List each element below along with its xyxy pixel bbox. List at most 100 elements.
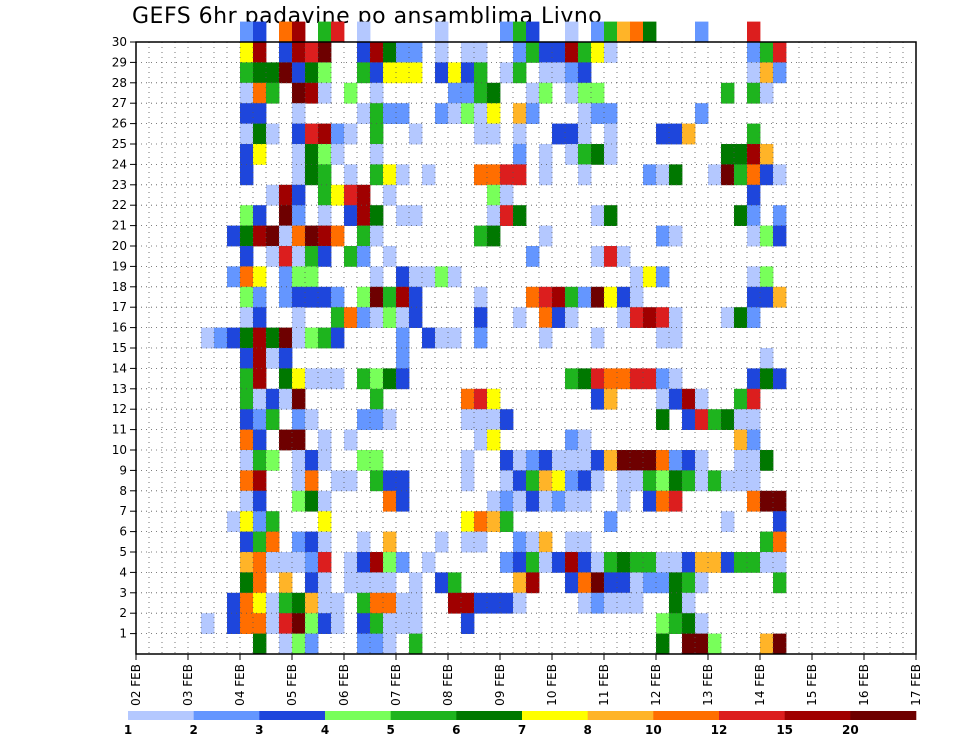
heatmap-cell: [435, 62, 449, 84]
legend-label: 1: [124, 723, 132, 737]
heatmap-cell: [292, 450, 306, 471]
heatmap-cell: [305, 531, 319, 553]
heatmap-cell: [760, 450, 774, 471]
heatmap-cell: [409, 633, 423, 655]
heatmap-cell: [253, 470, 267, 492]
heatmap-cell: [305, 62, 319, 84]
heatmap-cell: [292, 327, 306, 349]
heatmap-cell: [240, 409, 254, 430]
y-tick-label: 23: [112, 178, 127, 192]
heatmap-cell: [461, 470, 475, 492]
heatmap-cell: [539, 490, 553, 512]
heatmap-cell: [461, 613, 475, 634]
heatmap-cell: [747, 62, 761, 84]
heatmap-cell: [747, 144, 761, 165]
x-tick-label: 03 FEB: [181, 664, 195, 706]
heatmap-cell: [396, 327, 410, 349]
heatmap-cell: [253, 266, 267, 288]
heatmap-cell: [682, 633, 696, 655]
heatmap-cell: [266, 123, 280, 145]
heatmap-cell: [604, 511, 618, 532]
heatmap-cell: [565, 470, 579, 492]
heatmap-cell: [682, 388, 696, 410]
heatmap-cell: [760, 490, 774, 512]
heatmap-cell: [578, 82, 592, 104]
y-tick-label: 7: [119, 504, 127, 518]
heatmap-cell: [461, 592, 475, 614]
heatmap-cell: [383, 490, 397, 512]
heatmap-cell: [409, 592, 423, 614]
heatmap-cell: [357, 62, 371, 84]
heatmap-cell: [305, 42, 319, 63]
heatmap-cell: [201, 327, 215, 349]
heatmap-cell: [565, 123, 579, 145]
heatmap-cell: [370, 286, 384, 308]
heatmap-cell: [526, 246, 540, 267]
heatmap-cell: [266, 388, 280, 410]
x-tick-label: 17 FEB: [909, 664, 923, 706]
heatmap-cell: [396, 42, 410, 63]
heatmap-cell: [682, 470, 696, 492]
heatmap-cell: [487, 429, 501, 451]
heatmap-cell: [773, 633, 787, 655]
heatmap-cell: [539, 144, 553, 165]
heatmap-cell: [578, 470, 592, 492]
heatmap-cell: [370, 205, 384, 226]
heatmap-cell: [253, 409, 267, 430]
heatmap-cell: [539, 450, 553, 471]
heatmap-cell: [318, 123, 332, 145]
heatmap-cell: [539, 531, 553, 553]
colorbar-legend: 1 2 3 4 5 6 7 8 10 12 15 20: [124, 711, 917, 737]
heatmap-cell: [500, 490, 514, 512]
heatmap-cell: [253, 633, 267, 655]
heatmap-cell: [253, 82, 267, 104]
heatmap-cell: [656, 225, 670, 247]
heatmap-cell: [552, 123, 566, 145]
heatmap-cell: [630, 592, 644, 614]
heatmap-cell: [253, 429, 267, 451]
heatmap-cell: [383, 470, 397, 492]
heatmap-cell: [487, 205, 501, 226]
heatmap-cell: [383, 103, 397, 124]
heatmap-cell: [578, 286, 592, 308]
heatmap-cell: [747, 388, 761, 410]
heatmap-cell: [526, 103, 540, 124]
legend-swatch: [128, 711, 194, 720]
heatmap-cell: [721, 82, 735, 104]
heatmap-cell: [383, 246, 397, 267]
heatmap-cell: [760, 368, 774, 390]
heatmap-cell: [409, 123, 423, 145]
heatmap-cell: [474, 511, 488, 532]
heatmap-cell: [253, 613, 267, 634]
heatmap-cell: [695, 103, 709, 124]
legend-swatch: [587, 711, 654, 720]
heatmap-cell: [747, 429, 761, 451]
heatmap-cell: [396, 368, 410, 390]
heatmap-cell: [474, 103, 488, 124]
heatmap-cell: [305, 613, 319, 634]
heatmap-cell: [695, 388, 709, 410]
heatmap-cell: [513, 592, 527, 614]
heatmap-cell: [357, 552, 371, 573]
heatmap-cell: [721, 164, 735, 186]
heatmap-cell: [487, 82, 501, 104]
heatmap-cell: [253, 368, 267, 390]
heatmap-cell: [396, 205, 410, 226]
heatmap-cell: [669, 490, 683, 512]
heatmap-cell: [617, 307, 631, 328]
heatmap-cell: [747, 266, 761, 288]
heatmap-cell: [617, 490, 631, 512]
heatmap-cell: [695, 552, 709, 573]
y-tick-label: 28: [112, 76, 127, 90]
y-tick-label: 10: [112, 443, 127, 457]
heatmap-cell: [760, 42, 774, 63]
heatmap-cell: [630, 470, 644, 492]
heatmap-cell: [357, 246, 371, 267]
heatmap-cell: [357, 368, 371, 390]
heatmap-cell: [292, 613, 306, 634]
heatmap-cell: [604, 123, 618, 145]
y-tick-label: 30: [112, 35, 127, 49]
legend-swatch: [522, 711, 588, 720]
y-tick-label: 2: [119, 606, 127, 620]
heatmap-cell: [318, 205, 332, 226]
